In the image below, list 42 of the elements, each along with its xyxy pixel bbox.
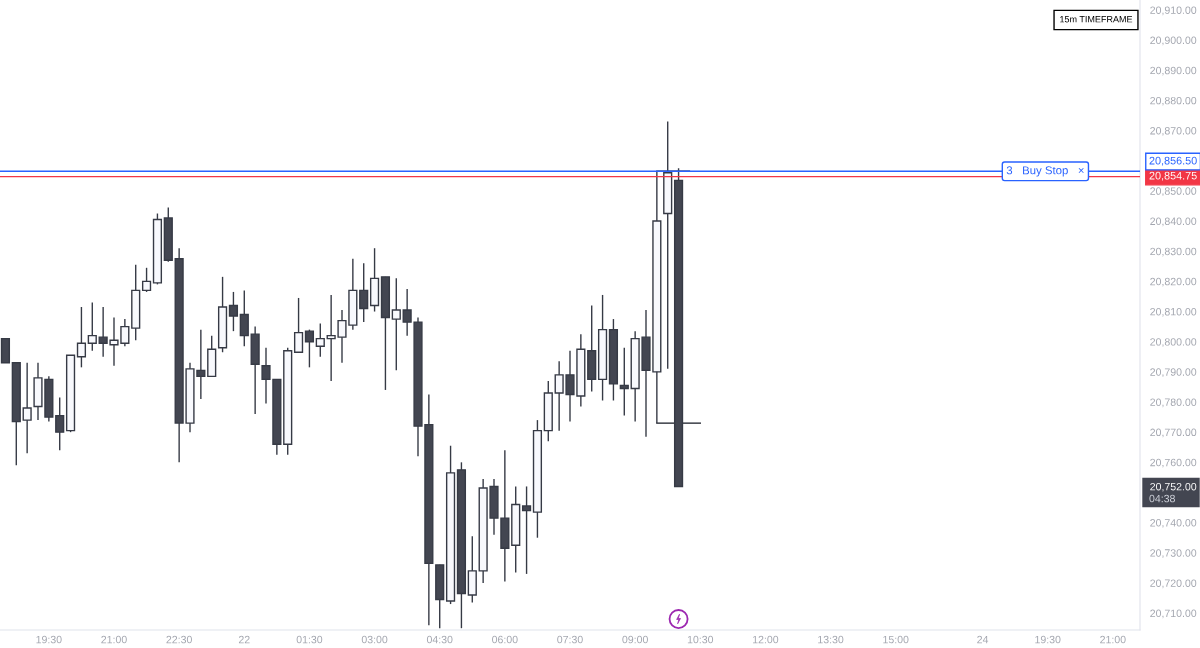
x-tick-label: 24	[977, 635, 989, 644]
x-tick-label: 21:00	[1100, 635, 1126, 644]
x-tick-label: 13:30	[818, 635, 844, 644]
x-tick-label: 03:00	[361, 635, 388, 644]
x-tick-label: 19:30	[1035, 635, 1061, 644]
y-tick-label: 20,710.00	[1150, 609, 1197, 619]
ref-line-label: 20,854.75	[1149, 171, 1197, 181]
x-tick-label: 22:30	[166, 635, 192, 644]
y-tick-label: 20,760.00	[1150, 458, 1197, 468]
y-tick-label: 20,752.00	[1150, 482, 1197, 492]
x-tick-label: 07:30	[557, 635, 583, 644]
y-tick-label: 20,820.00	[1150, 277, 1197, 287]
y-tick-label: 20,720.00	[1150, 579, 1197, 589]
y-tick-label: 20,880.00	[1150, 96, 1197, 106]
y-tick-label: 20,890.00	[1150, 66, 1197, 76]
y-tick-label: 20,770.00	[1150, 428, 1197, 438]
x-tick-label: 21:00	[101, 635, 127, 644]
x-tick-label: 12:00	[753, 635, 779, 644]
y-tick-label: 20,790.00	[1150, 368, 1197, 378]
y-tick-label: 20,800.00	[1150, 338, 1197, 347]
x-tick-label: 15:00	[883, 635, 909, 644]
x-tick-label: 22	[238, 635, 250, 644]
y-tick-label: 20,740.00	[1150, 519, 1197, 528]
x-tick-label: 01:30	[296, 635, 323, 644]
annotation: 15m TIMEFRAME	[1060, 16, 1133, 23]
ref-line-label: 20,856.50	[1149, 156, 1197, 166]
y-tick-label: 20,730.00	[1150, 549, 1197, 558]
x-tick-label: 19:30	[36, 635, 62, 644]
y-tick-label: 20,830.00	[1150, 247, 1197, 257]
x-tick-label: 04:30	[426, 635, 453, 644]
x-tick-label: 10:30	[687, 635, 714, 644]
y-tick-label: 20,810.00	[1150, 307, 1197, 317]
y-tick-label: 20,870.00	[1150, 127, 1197, 136]
annotation: 3 Buy Stop ×	[1006, 166, 1084, 177]
y-tick-label: 20,840.00	[1150, 217, 1197, 227]
text: 04:38	[1149, 494, 1175, 503]
y-tick-label: 20,900.00	[1150, 36, 1197, 46]
x-tick-label: 09:00	[622, 635, 648, 644]
y-tick-label: 20,850.00	[1150, 187, 1197, 197]
y-tick-label: 20,910.00	[1150, 6, 1197, 16]
x-tick-label: 06:00	[492, 635, 518, 644]
y-tick-label: 20,780.00	[1150, 398, 1197, 408]
